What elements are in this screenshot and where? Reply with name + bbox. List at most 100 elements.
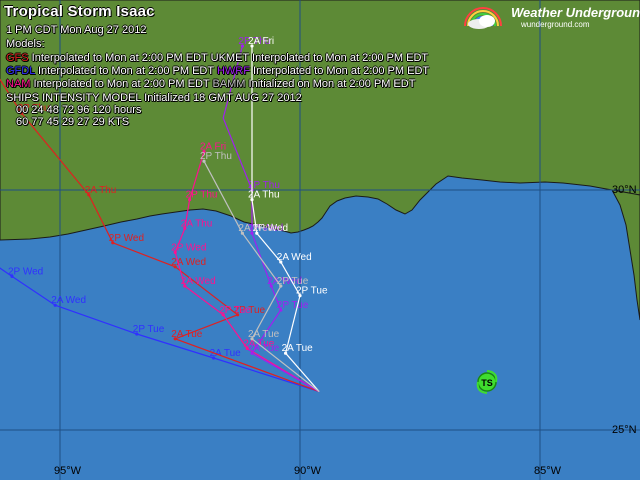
- track-point: [279, 284, 283, 288]
- track-point: [279, 308, 283, 312]
- advisory-timestamp: 1 PM CDT Mon Aug 27 2012: [6, 24, 147, 36]
- legend-model-name: UKMET: [210, 52, 249, 64]
- track-point: [284, 351, 288, 355]
- models-heading: Models:: [6, 38, 45, 50]
- track-point-label: 2P Wed: [248, 223, 283, 234]
- lon-label-85: 85°W: [534, 465, 562, 477]
- track-point: [87, 193, 91, 197]
- track-point: [183, 226, 187, 230]
- track-point: [202, 159, 206, 163]
- track-point-label: 2A Wed: [238, 223, 273, 234]
- track-point-label: 2P Tue: [219, 305, 251, 316]
- brand-logo[interactable]: Weather Underground wunderground.com: [459, 4, 640, 32]
- track-point: [250, 337, 254, 341]
- track-point: [10, 274, 14, 278]
- lon-label-90: 90°W: [294, 465, 322, 477]
- track-line: [0, 78, 320, 393]
- track-point: [255, 231, 259, 235]
- track-point-label: 2A Thu: [181, 218, 213, 229]
- storm-title: Tropical Storm Isaac: [4, 3, 155, 20]
- track-point: [240, 231, 244, 235]
- track-point: [250, 351, 254, 355]
- legend-model-name: GFDL: [6, 65, 35, 77]
- legend-model-note: Interpolated to Mon at 2:00 PM EDT: [34, 65, 217, 77]
- track-point: [245, 346, 249, 350]
- legend-model-note: Initialized on Mon at 2:00 PM EDT: [245, 78, 416, 90]
- track-point-label: 2A Thu: [248, 190, 280, 201]
- track-point-label: 2P Thu: [200, 151, 232, 162]
- legend-model-name: GFS: [6, 52, 29, 64]
- land-mass: [0, 0, 640, 241]
- track-point-label: 2A Wed: [181, 276, 216, 287]
- cloud-rainbow-icon: [464, 7, 502, 29]
- storm-position-marker: TS: [476, 370, 498, 394]
- track-point-label: 2P Tue: [133, 324, 165, 335]
- track-point-label: 2A Thu: [85, 185, 117, 196]
- track-point: [250, 198, 254, 202]
- track-point-label: 2P Thu: [238, 36, 270, 47]
- legend-row: GFS Interpolated to Mon at 2:00 PM EDT U…: [6, 52, 428, 64]
- track-point-label: 2A Wed: [51, 295, 86, 306]
- track-line: [174, 151, 320, 393]
- legend-model-note: Interpolated to Mon at 2:00 PM EDT: [28, 52, 211, 64]
- track-point-label: 2A Wed: [171, 257, 206, 268]
- brand-url: wunderground.com: [521, 20, 590, 29]
- track-point-label: 2A Wed: [277, 252, 312, 263]
- storm-category-label: TS: [481, 378, 493, 388]
- legend-model-note: Interpolated to Mon at 2:00 PM EDT: [30, 78, 213, 90]
- track-point: [202, 150, 206, 154]
- lon-label-95: 95°W: [54, 465, 82, 477]
- track-point: [20, 111, 24, 115]
- track-point: [173, 265, 177, 269]
- track-point: [212, 356, 216, 360]
- legend-model-name: HWRF: [216, 65, 250, 77]
- storm-spiral-icon: [486, 370, 498, 383]
- track-point: [298, 294, 302, 298]
- track-point-label: 2P Tue: [234, 305, 266, 316]
- track-point: [183, 284, 187, 288]
- track-point: [173, 250, 177, 254]
- lat-label-25: 25°N: [612, 424, 637, 436]
- track-point: [236, 313, 240, 317]
- track-point-label: 2A Tue: [210, 348, 242, 359]
- track-point-label: 2A Tue: [282, 343, 314, 354]
- track-point: [250, 231, 254, 235]
- legend-model-name: BAMM: [212, 78, 246, 90]
- track-point-label: 2P Thu: [18, 103, 50, 114]
- legend-model-name: NAM: [6, 78, 31, 90]
- ships-hours-line: 00 24 48 72 96 120 hours: [16, 104, 142, 116]
- legend-model-note: Interpolated to Mon at 2:00 PM EDT: [249, 65, 430, 77]
- track-point: [221, 313, 225, 317]
- track-point-label: 2P Wed: [8, 266, 43, 277]
- track-point: [269, 284, 273, 288]
- track-point-label: 2P Tue: [277, 276, 309, 287]
- track-point: [111, 241, 115, 245]
- track-point-label: 2A Tue: [248, 329, 280, 340]
- florida-peninsula: [611, 189, 640, 321]
- track-point-label: 2A Wed: [267, 276, 302, 287]
- track-point-label: 2P Wed: [253, 223, 288, 234]
- track-point: [279, 260, 283, 264]
- track-point: [53, 303, 57, 307]
- track-point-label: 2P Thu: [248, 180, 280, 191]
- track-line: [0, 267, 320, 393]
- track-point: [173, 337, 177, 341]
- storm-spiral-icon: [476, 381, 488, 394]
- track-point: [188, 198, 192, 202]
- legend-model-note: Interpolated to Mon at 2:00 PM EDT: [248, 52, 429, 64]
- legend-row: GFDL Interpolated to Mon at 2:00 PM EDT …: [6, 65, 429, 77]
- track-point-label: 2A Fri: [200, 142, 226, 153]
- brand-name: Weather Underground: [511, 5, 640, 20]
- track-point-label: 2P Wed: [109, 233, 144, 244]
- track-point-label: 2P Tue: [296, 286, 328, 297]
- track-point-label: 2P Thu: [186, 190, 218, 201]
- legend-row: NAM Interpolated to Mon at 2:00 PM EDT B…: [6, 78, 415, 90]
- ships-kts-line: 60 77 45 29 27 29 KTS: [16, 116, 130, 128]
- track-point: [240, 44, 244, 48]
